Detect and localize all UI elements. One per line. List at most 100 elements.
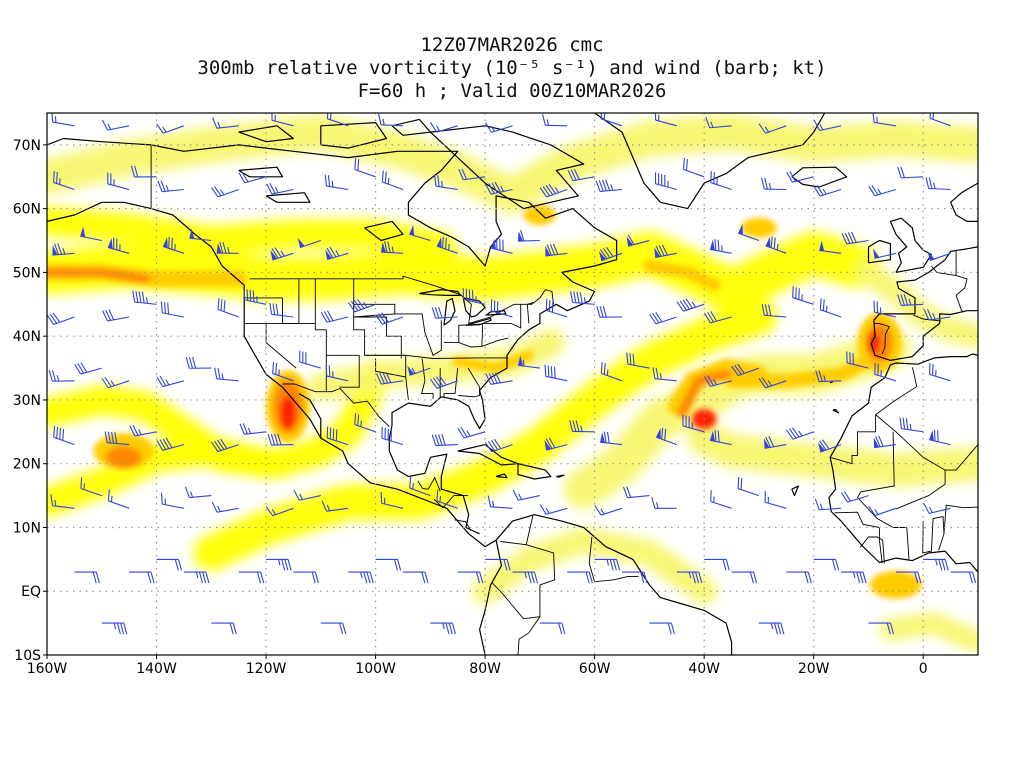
wind-barb-icon (649, 312, 677, 325)
latitude-labels: 70N 60N 50N 40N 30N 20N 10N EQ 10S (13, 138, 47, 664)
title-line-2: 300mb relative vorticity (10⁻⁵ s⁻¹) and … (197, 57, 827, 79)
title-line-3: F=60 h ; Valid 00Z10MAR2026 (357, 80, 667, 102)
wind-barb-icon (814, 498, 842, 511)
lat-label: 10N (13, 520, 41, 536)
wind-barb-icon (265, 506, 294, 517)
wind-barb-icon (570, 291, 595, 305)
wind-barb-icon (80, 477, 102, 497)
wind-barb-icon (485, 558, 511, 571)
wind-barb-icon (813, 185, 842, 197)
wind-barb-icon (430, 122, 458, 133)
wind-barb-icon (758, 377, 787, 389)
wind-barb-icon (269, 302, 294, 318)
wind-barb-icon (569, 420, 595, 433)
wind-barb-icon (709, 430, 732, 446)
wind-barb-icon (873, 435, 896, 449)
wind-barb-icon (407, 365, 431, 376)
wind-barb-icon (598, 246, 623, 262)
wind-barb-icon (485, 181, 513, 195)
wind-barb-icon (74, 362, 102, 375)
wind-barb-icon (107, 237, 130, 254)
lon-label: 120W (246, 661, 287, 677)
wind-barb-icon (266, 182, 294, 195)
wind-barb-icon (409, 476, 431, 497)
wind-barb-icon (929, 362, 951, 382)
wind-barb-icon (238, 171, 267, 184)
wind-barb-icon (873, 248, 897, 259)
wind-barb-icon (600, 113, 623, 127)
wind-barb-icon (293, 571, 319, 584)
lon-label: 60W (579, 661, 611, 677)
wind-barb-icon (156, 123, 185, 134)
wind-barb-icon (189, 228, 212, 242)
wind-barb-icon (211, 186, 239, 198)
wind-barb-icon (923, 308, 951, 321)
wind-barb-icon (655, 427, 677, 446)
wind-barb-icon (484, 122, 513, 133)
wind-barb-icon (434, 174, 458, 191)
wind-barb-icon (652, 367, 677, 382)
wind-barb-icon (184, 486, 212, 499)
wind-barb-icon (484, 438, 513, 453)
wind-barb-icon (622, 486, 650, 499)
lat-label: 70N (13, 138, 41, 154)
wind-barb-icon (267, 433, 294, 446)
wind-barb-icon (710, 490, 732, 509)
wind-barb-icon (347, 298, 376, 313)
wind-barb-icon (185, 357, 212, 369)
lat-label: 40N (13, 329, 41, 345)
wind-barb-icon (324, 174, 349, 191)
lat-label: 60N (13, 202, 41, 218)
wind-barb-icon (266, 558, 292, 571)
wind-barb-icon (101, 622, 128, 635)
wind-barb-icon (758, 123, 787, 134)
wind-barb-icon (841, 571, 867, 584)
wind-barb-icon (594, 558, 621, 571)
lat-label: EQ (21, 584, 41, 600)
wind-barb-icon (380, 491, 404, 509)
wind-barb-icon (544, 364, 568, 382)
wind-barb-icon (293, 489, 321, 501)
wind-barb-icon (51, 113, 75, 127)
wind-barb-icon (761, 177, 787, 191)
wind-barb-icon (763, 436, 787, 449)
wind-barb-icon (487, 495, 513, 509)
wind-barb-icon (326, 113, 349, 127)
wind-barb-icon (216, 241, 239, 254)
wind-barb-icon (709, 239, 732, 254)
wind-barb-icon (104, 431, 130, 446)
wind-barb-icon (74, 571, 100, 584)
wind-barb-icon (567, 168, 595, 182)
wind-barb-icon (815, 370, 842, 383)
wind-barb-icon (705, 116, 732, 129)
wind-barb-icon (157, 180, 184, 193)
wind-barb-icon (761, 304, 787, 318)
wind-barb-icon (929, 113, 951, 127)
wind-barb-icon (238, 571, 265, 584)
wind-barb-icon (764, 490, 787, 509)
wind-barb-icon (409, 224, 431, 242)
wind-barb-icon (626, 352, 650, 369)
lon-label: 0 (919, 661, 928, 677)
wind-barb-icon (354, 413, 376, 433)
wind-barb-icon (348, 571, 374, 584)
wind-barb-icon (430, 622, 456, 635)
wind-barb-icon (710, 171, 732, 191)
map-frame (46, 112, 979, 656)
wind-barb-icon (545, 298, 568, 318)
wind-barb-icon (162, 236, 185, 254)
wind-barb-icon (462, 288, 486, 305)
wind-barb-icon (596, 306, 623, 318)
wind-barb-icon (320, 622, 347, 635)
vorticity-field (47, 114, 978, 654)
wind-barb-icon (156, 558, 183, 571)
wind-barb-icon (107, 172, 130, 191)
longitude-labels: 160W 140W 120W 100W 80W 60W 40W 20W 0 (27, 655, 928, 677)
wind-barb-icon (819, 240, 842, 254)
wind-barb-icon (817, 439, 842, 453)
wind-barb-icon (594, 505, 623, 516)
wind-barb-icon (48, 370, 75, 382)
wind-barb-icon (326, 426, 349, 446)
lon-label: 140W (136, 661, 177, 677)
